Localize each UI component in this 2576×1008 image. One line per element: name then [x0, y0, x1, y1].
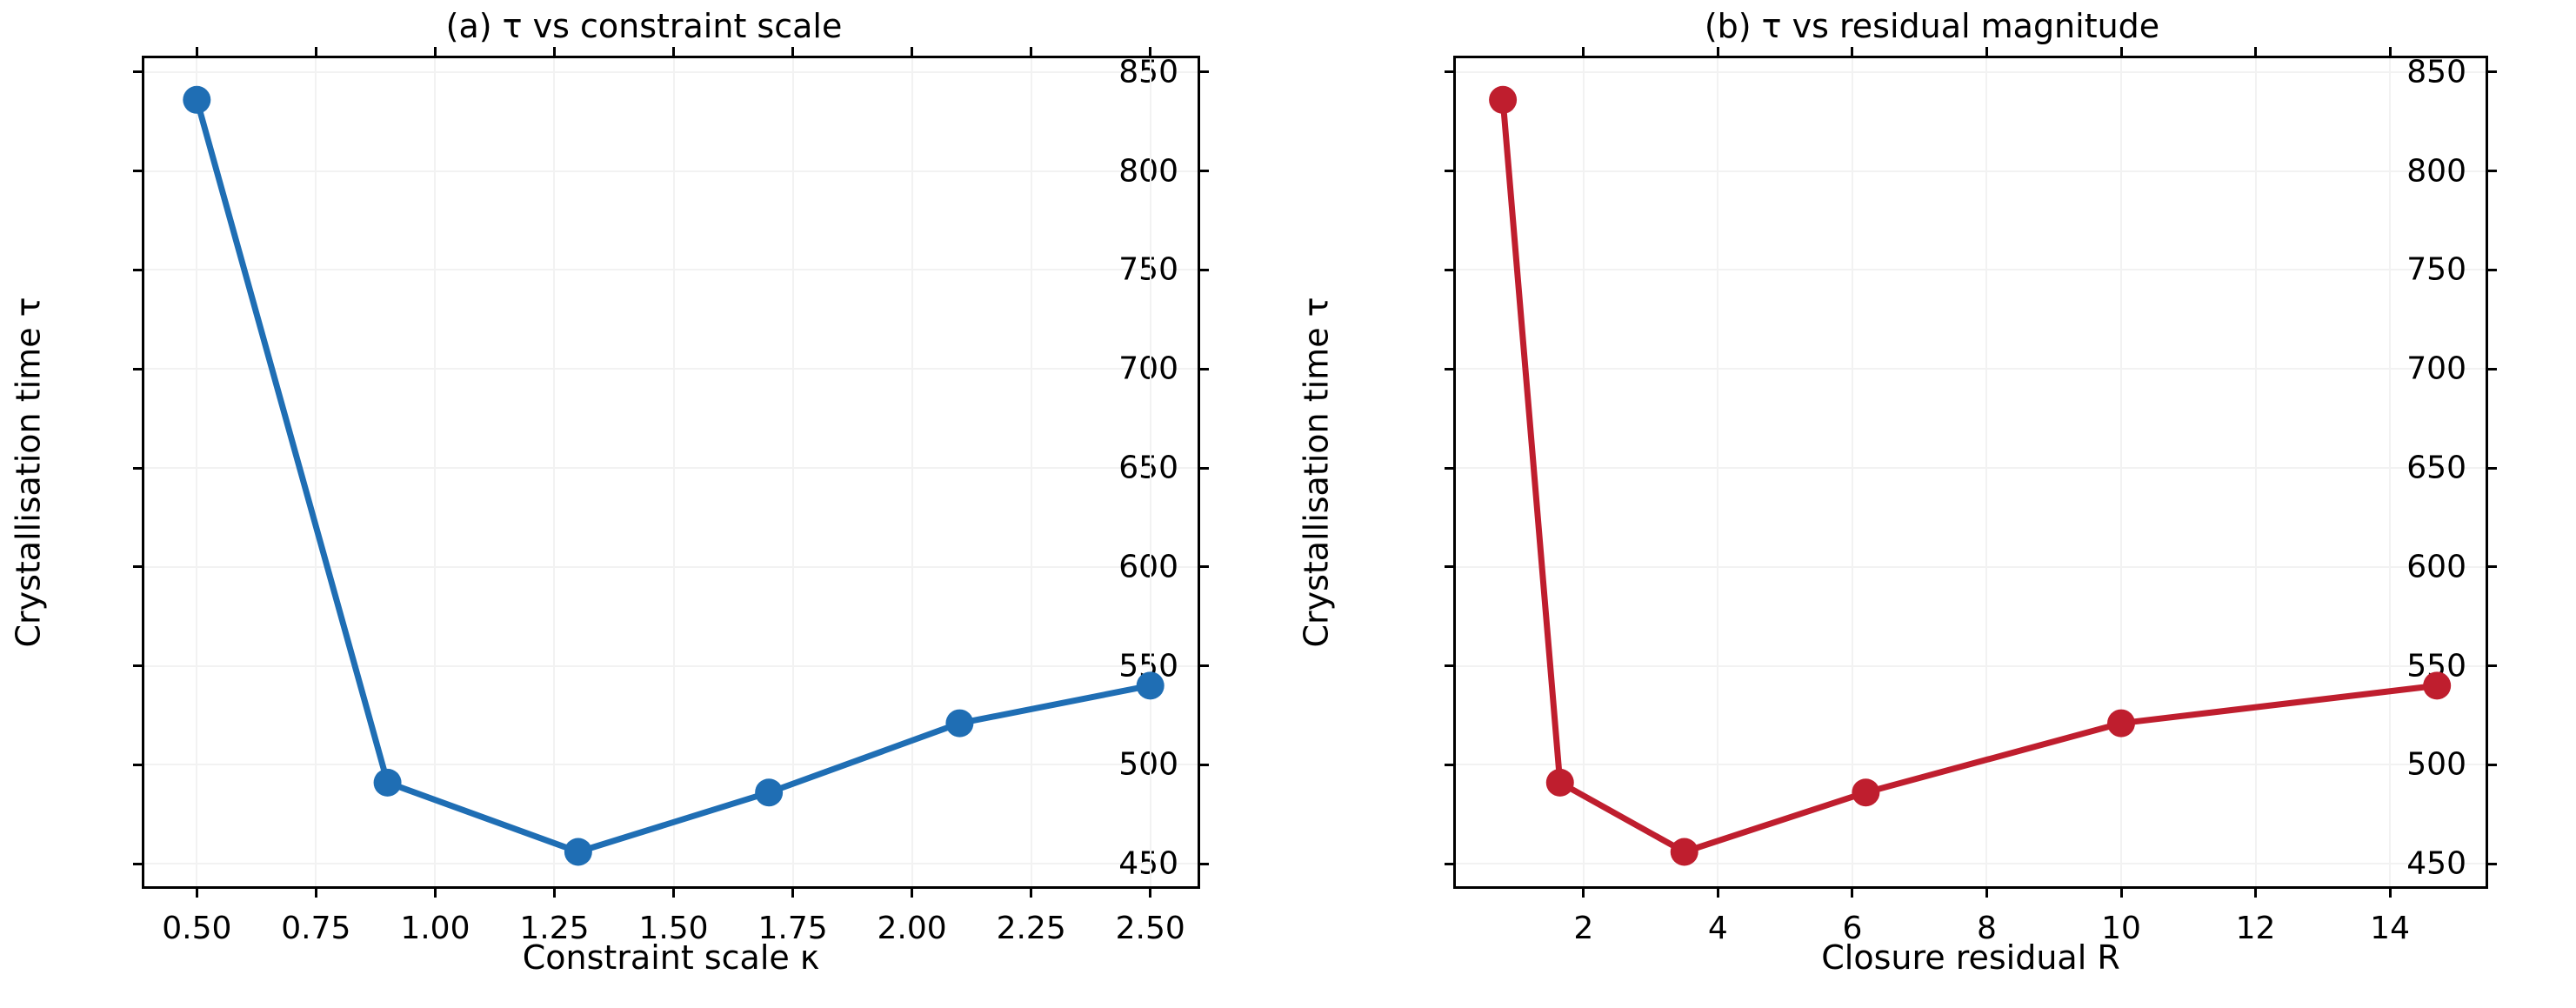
- y-tick-mark: [133, 466, 144, 470]
- panel-a-y-axis-label-text: Crystallisation time τ: [10, 297, 49, 648]
- data-point-marker: [1545, 768, 1574, 797]
- panel-b-plot-area: 450 500 550 600 650 700 750 800 850 2 4 6 8 10 12 14: [1445, 47, 2497, 946]
- data-point-marker: [1489, 85, 1518, 114]
- x-tick-mark-mirror: [2254, 47, 2258, 58]
- y-tick-mark: [133, 763, 144, 766]
- y-tick-mark: [133, 367, 144, 370]
- panel-a-y-axis-label: Crystallisation time τ: [9, 56, 49, 889]
- y-tick-mark: [133, 664, 144, 668]
- data-point-marker: [945, 709, 974, 738]
- series-line: [193, 97, 1154, 855]
- y-tick-mark: [1445, 70, 1456, 74]
- y-tick-mark: [1445, 170, 1456, 173]
- panel-b-x-axis-label: Closure residual R: [1821, 938, 2120, 977]
- panel-a: (a) τ vs constraint scale Crystallisatio…: [9, 7, 1209, 977]
- y-tick-mark: [1445, 367, 1456, 370]
- x-tick-mark-mirror: [195, 47, 198, 58]
- x-tick-mark-mirror: [1582, 47, 1585, 58]
- x-tick-mark-mirror: [1030, 47, 1033, 58]
- x-tick-mark-mirror: [1716, 47, 1719, 58]
- x-tick-mark-mirror: [911, 47, 914, 58]
- y-tick-mark: [1445, 664, 1456, 668]
- data-point-marker: [2107, 709, 2135, 738]
- y-tick-mark: [1445, 763, 1456, 766]
- series-line: [1499, 97, 2440, 855]
- x-tick-mark-mirror: [672, 47, 675, 58]
- panel-a-plot-area: 450 500 550 600 650 700 750 800 850 0.50 0.75 1.00…: [133, 47, 1209, 946]
- data-point-marker: [1852, 778, 1880, 807]
- panel-a-x-axis-label: Constraint scale κ: [522, 938, 820, 977]
- y-tick-mark: [1445, 466, 1456, 470]
- data-point-marker: [183, 85, 211, 114]
- x-tick-mark-mirror: [2119, 47, 2123, 58]
- x-tick-mark-mirror: [1851, 47, 1854, 58]
- y-tick-mark: [133, 170, 144, 173]
- data-point-marker: [1136, 671, 1165, 700]
- x-tick-mark-mirror: [791, 47, 795, 58]
- data-point-marker: [755, 778, 784, 807]
- y-tick-mark: [1445, 268, 1456, 271]
- panel-b: (b) τ vs residual magnitude Crystallisat…: [1288, 0, 2576, 1008]
- data-point-marker: [2423, 671, 2452, 700]
- data-point-marker: [373, 768, 402, 797]
- y-tick-mark: [1445, 565, 1456, 569]
- panel-b-title: (b) τ vs residual magnitude: [1704, 7, 2160, 45]
- y-tick-mark: [133, 268, 144, 271]
- y-tick-mark: [1445, 862, 1456, 865]
- x-tick-mark-mirror: [314, 47, 317, 58]
- x-tick-mark-mirror: [552, 47, 556, 58]
- y-tick-mark: [133, 862, 144, 865]
- y-tick-mark: [133, 70, 144, 74]
- x-tick-mark-mirror: [1149, 47, 1152, 58]
- x-tick-mark-mirror: [433, 47, 437, 58]
- panel-a-series: [183, 85, 1165, 866]
- panel-b-y-axis-label: Crystallisation time τ: [1297, 56, 1337, 889]
- x-tick-mark-mirror: [2388, 47, 2392, 58]
- panel-b-y-axis-label-text: Crystallisation time τ: [1298, 297, 1337, 648]
- x-tick-mark-mirror: [1985, 47, 1988, 58]
- y-tick-mark: [133, 565, 144, 569]
- data-point-marker: [1670, 838, 1698, 866]
- panel-b-series: [1489, 85, 2452, 866]
- data-point-marker: [564, 838, 592, 866]
- panel-a-title: (a) τ vs constraint scale: [445, 7, 843, 45]
